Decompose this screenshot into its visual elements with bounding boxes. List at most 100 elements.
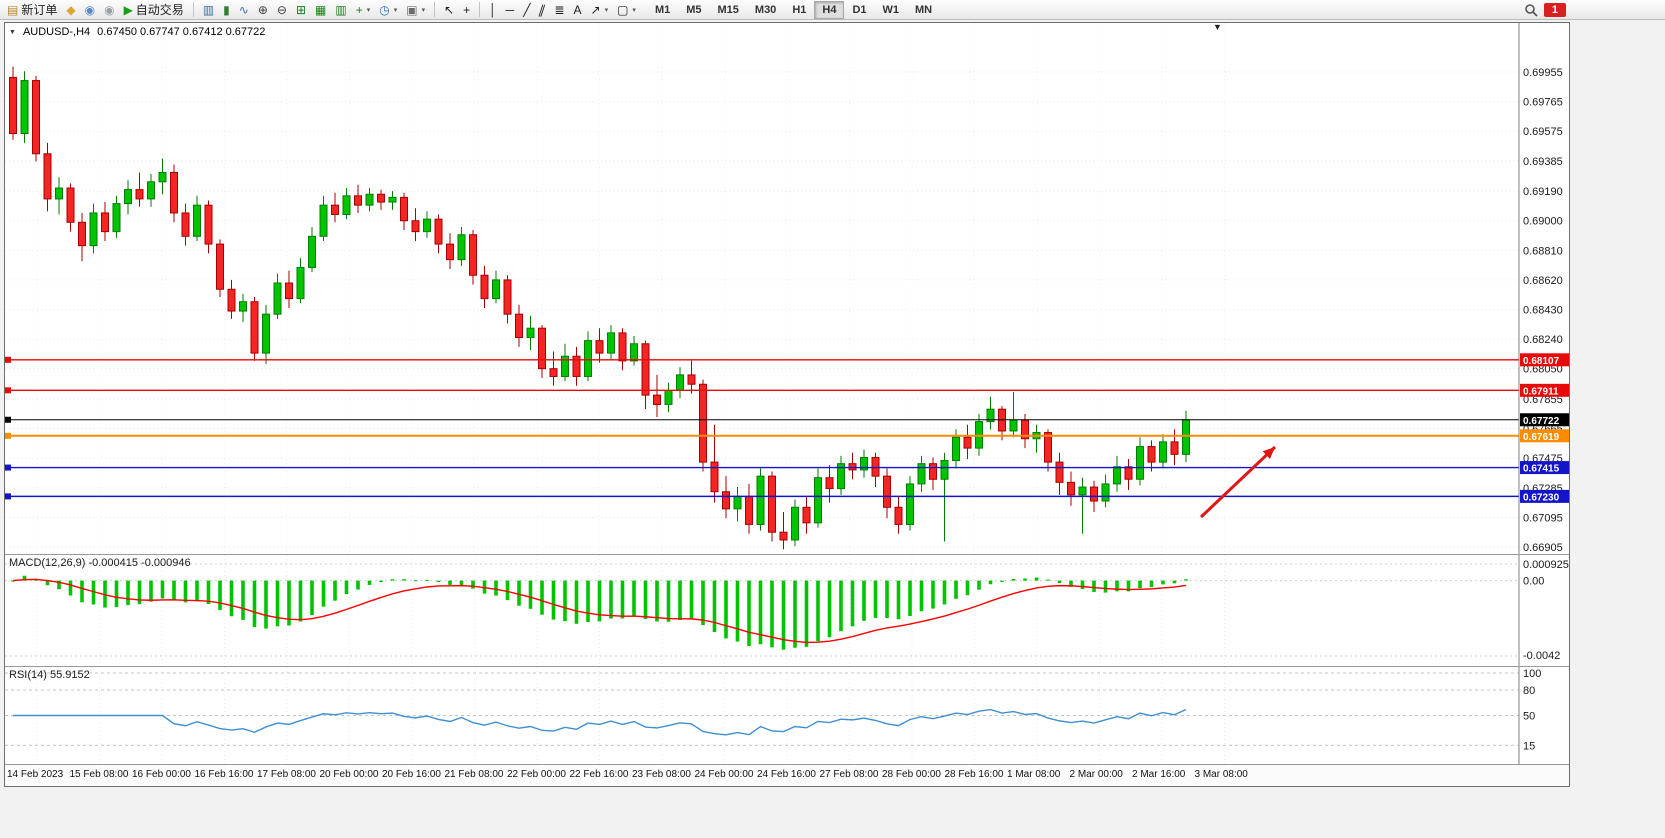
bull-candle bbox=[112, 203, 121, 233]
collapse-triangle-icon[interactable]: ▼ bbox=[9, 28, 16, 36]
bear-candle bbox=[572, 355, 581, 377]
timeframe-m30[interactable]: M30 bbox=[754, 3, 777, 16]
templates-button[interactable]: ▣ ▾ bbox=[402, 1, 429, 19]
trendline-button[interactable]: ╱ bbox=[519, 1, 534, 19]
horizontal-line-button[interactable]: ─ bbox=[502, 1, 519, 19]
macd-histogram-bar bbox=[1161, 580, 1165, 585]
candlestick-view-button[interactable]: ▮ bbox=[219, 1, 234, 19]
timeframe-h4[interactable]: H4 bbox=[814, 0, 845, 19]
price-chart-canvas[interactable]: 0.69955 0.69765 0.69575 0.69385 0.69190 0.690… bbox=[5, 23, 1569, 554]
cascade-windows-button[interactable]: ▦ bbox=[311, 1, 330, 19]
bear-candle bbox=[538, 327, 546, 370]
notification-badge[interactable]: 1 bbox=[1543, 2, 1566, 17]
time-axis-label: 15 Feb 08:00 bbox=[69, 769, 129, 780]
bear-candle bbox=[78, 221, 86, 247]
bear-candle bbox=[1044, 432, 1052, 463]
trendline-icon: ╱ bbox=[523, 2, 531, 17]
price-tag bbox=[1520, 461, 1569, 475]
price-tag-label: 0.67415 bbox=[1523, 464, 1560, 475]
macd-chart-canvas[interactable]: 0.000925 0.00 -0.0042 bbox=[5, 555, 1569, 666]
tile-windows-button[interactable]: ⊞ bbox=[292, 1, 310, 19]
fibonacci-button[interactable]: ≣ bbox=[550, 1, 568, 19]
time-axis[interactable]: 14 Feb 2023 15 Feb 08:00 16 Feb 00:00 16 Fe… bbox=[5, 764, 1569, 786]
crosshair-button[interactable]: + bbox=[459, 1, 474, 19]
bear-candle bbox=[227, 288, 236, 312]
bull-candle bbox=[906, 483, 914, 525]
macd-histogram-bar bbox=[57, 580, 61, 590]
line-left-marker bbox=[5, 387, 11, 394]
price-axis-label: 0.69765 bbox=[1523, 97, 1563, 109]
timeframe-d1[interactable]: D1 bbox=[852, 3, 867, 16]
zoom-out-button[interactable]: ⊖ bbox=[273, 1, 291, 19]
time-axis-label: 20 Feb 00:00 bbox=[319, 769, 379, 780]
bear-candle bbox=[9, 76, 17, 135]
toolbar-separator bbox=[479, 2, 481, 17]
price-axis-label: 0.69385 bbox=[1523, 156, 1563, 168]
macd-histogram-bar bbox=[1092, 580, 1096, 592]
bull-candle bbox=[676, 374, 684, 391]
bar-chart-view-button[interactable]: ▥ bbox=[199, 1, 218, 19]
strategy-tester-button[interactable]: ◉ bbox=[100, 1, 118, 19]
price-axis-label: 0.67095 bbox=[1523, 512, 1563, 524]
text-button[interactable]: A bbox=[569, 1, 585, 19]
time-axis-label: 23 Feb 08:00 bbox=[632, 769, 691, 780]
vertical-line-icon: │ bbox=[489, 2, 497, 17]
tile-vertical-button[interactable]: ▥ bbox=[331, 1, 350, 19]
macd-histogram-bar bbox=[632, 580, 636, 617]
chart-window: 0.69955 0.69765 0.69575 0.69385 0.69190 0.690… bbox=[4, 22, 1570, 787]
price-axis-label: 0.67855 bbox=[1523, 394, 1563, 406]
timeframe-mn[interactable]: MN bbox=[915, 3, 933, 16]
bear-candle bbox=[1067, 481, 1075, 496]
tile-windows-icon: ⊞ bbox=[295, 2, 307, 17]
search-icon[interactable] bbox=[1524, 3, 1538, 17]
charts-grid-button[interactable]: ◆ bbox=[62, 1, 79, 19]
timeframe-m1[interactable]: M1 bbox=[654, 3, 671, 16]
price-tag-label: 0.67911 bbox=[1523, 386, 1559, 397]
bull-candle bbox=[262, 313, 270, 354]
macd-histogram-bar bbox=[252, 580, 257, 628]
macd-histogram-bar bbox=[287, 580, 291, 626]
timeframe-m15[interactable]: M15 bbox=[717, 3, 739, 16]
macd-histogram-bar bbox=[977, 580, 981, 590]
trend-arrow[interactable] bbox=[1199, 445, 1277, 519]
zoom-in-button[interactable]: ⊕ bbox=[254, 1, 272, 19]
autotrade-play-icon: ▶ bbox=[123, 2, 133, 17]
vertical-line-button[interactable]: │ bbox=[485, 1, 501, 19]
bull-candle bbox=[124, 189, 132, 205]
macd-histogram-bar bbox=[333, 580, 337, 601]
macd-histogram-bar bbox=[540, 580, 544, 615]
shapes-button[interactable]: ▢ ▾ bbox=[613, 1, 640, 19]
bear-candle bbox=[710, 461, 719, 493]
bull-candle bbox=[664, 389, 673, 406]
new-order-button[interactable]: ▤ 新订单 bbox=[3, 1, 61, 19]
macd-histogram-bar bbox=[264, 580, 268, 629]
price-axis-label: 0.68430 bbox=[1523, 305, 1563, 317]
time-axis-label: 22 Feb 16:00 bbox=[569, 769, 629, 780]
macd-histogram-bar bbox=[379, 580, 383, 582]
macd-histogram-bar bbox=[586, 580, 590, 623]
price-axis-label: 0.69190 bbox=[1523, 186, 1563, 198]
rsi-axis-label: 100 bbox=[1523, 668, 1541, 680]
bull-candle bbox=[630, 343, 638, 362]
macd-histogram-bar bbox=[919, 580, 924, 612]
rsi-chart-canvas[interactable]: 100 80 50 15 bbox=[5, 667, 1569, 764]
bear-candle bbox=[779, 531, 788, 541]
macd-histogram-bar bbox=[655, 580, 659, 622]
macd-histogram-bar bbox=[1149, 580, 1154, 588]
macd-histogram-bar bbox=[712, 580, 717, 632]
periods-button[interactable]: ◷ ▾ bbox=[375, 1, 401, 19]
data-window-button[interactable]: ◉ bbox=[81, 1, 99, 19]
data-window-icon: ◉ bbox=[84, 2, 96, 17]
indicators-button[interactable]: + ▾ bbox=[352, 1, 375, 19]
arrows-button[interactable]: ↗ ▾ bbox=[587, 1, 613, 19]
line-chart-view-button[interactable]: ∿ bbox=[235, 1, 253, 19]
cursor-button[interactable]: ↖ bbox=[440, 1, 458, 19]
macd-histogram-bar bbox=[1023, 578, 1027, 581]
chart-shift-marker-icon[interactable]: ▼ bbox=[1213, 22, 1222, 32]
channel-button[interactable]: ∥ bbox=[535, 1, 549, 19]
bull-candle bbox=[308, 235, 316, 268]
autotrade-button[interactable]: ▶ 自动交易 bbox=[120, 1, 188, 19]
timeframe-m5[interactable]: M5 bbox=[686, 3, 702, 16]
timeframe-w1[interactable]: W1 bbox=[882, 3, 900, 16]
timeframe-h1[interactable]: H1 bbox=[792, 3, 807, 16]
